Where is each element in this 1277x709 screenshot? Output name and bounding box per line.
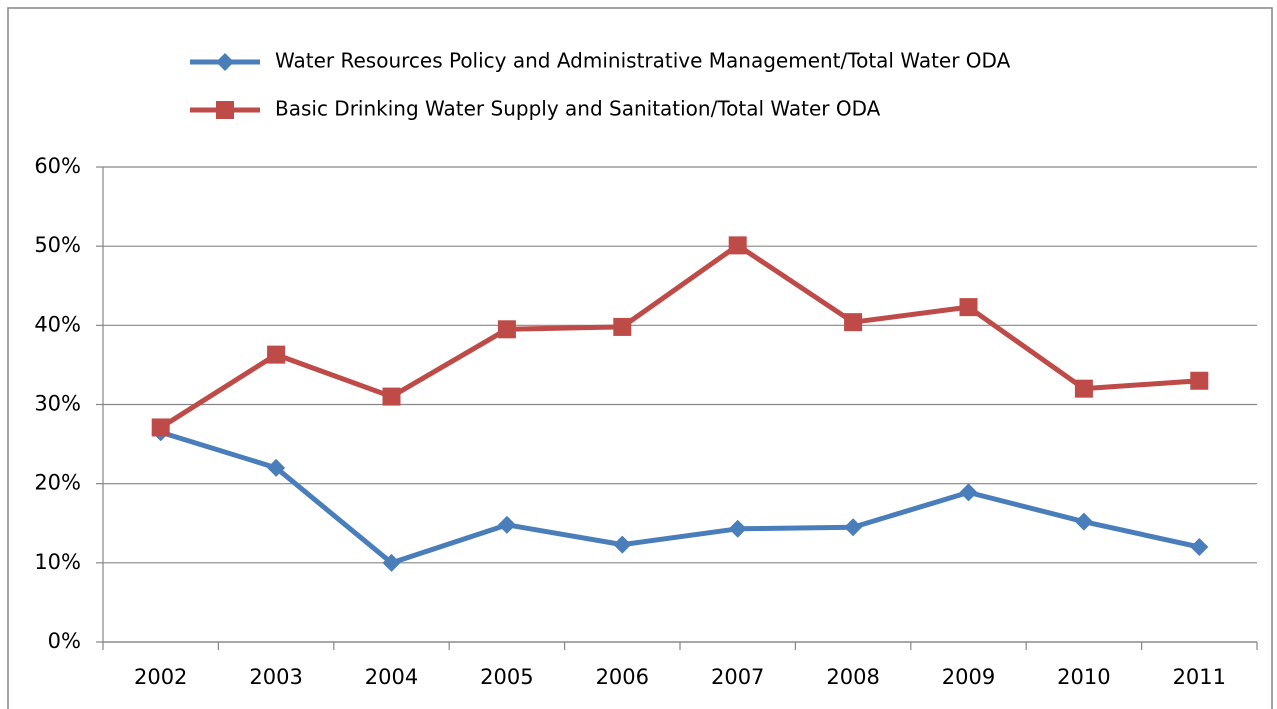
data-point [613, 317, 632, 336]
x-tick-label: 2010 [1057, 665, 1110, 689]
series-line [159, 242, 1200, 430]
data-point [151, 418, 170, 437]
y-tick-label: 40% [34, 312, 81, 336]
y-tick-label: 10% [34, 550, 81, 574]
x-tick-label: 2006 [596, 665, 649, 689]
x-tick-label: 2002 [134, 665, 187, 689]
legend-label: Water Resources Policy and Administrativ… [275, 49, 1011, 73]
y-tick-label: 60% [34, 154, 81, 178]
x-tick-label: 2003 [249, 665, 302, 689]
legend-marker [216, 53, 234, 71]
data-point [844, 518, 863, 537]
data-point [267, 458, 286, 477]
x-tick-label: 2005 [480, 665, 533, 689]
data-point [728, 519, 747, 538]
data-point [1190, 371, 1209, 390]
legend-entry: Basic Drinking Water Supply and Sanitati… [190, 97, 881, 121]
data-point [959, 483, 978, 502]
y-tick-label: 50% [34, 233, 81, 257]
chart-frame [7, 7, 1273, 709]
data-point [1074, 512, 1093, 531]
data-point [267, 345, 286, 364]
y-tick-label: 20% [34, 471, 81, 495]
data-point [497, 515, 516, 534]
data-point [959, 298, 978, 317]
x-tick-label: 2011 [1173, 665, 1226, 689]
data-point [1190, 538, 1209, 556]
data-point [497, 320, 516, 339]
data-point [1074, 379, 1093, 398]
data-point [382, 387, 401, 406]
x-tick-label: 2008 [826, 665, 879, 689]
y-tick-label: 0% [48, 629, 81, 653]
legend-marker [216, 101, 234, 119]
series-line [159, 429, 1200, 566]
x-tick-label: 2009 [942, 665, 995, 689]
data-point [844, 313, 863, 332]
data-point [728, 236, 747, 255]
x-tick-label: 2007 [711, 665, 764, 689]
legend-label: Basic Drinking Water Supply and Sanitati… [275, 97, 881, 121]
data-point [613, 535, 632, 554]
data-point [382, 553, 401, 572]
y-tick-label: 30% [34, 392, 81, 416]
legend-entry: Water Resources Policy and Administrativ… [190, 49, 1011, 73]
x-tick-label: 2004 [365, 665, 418, 689]
